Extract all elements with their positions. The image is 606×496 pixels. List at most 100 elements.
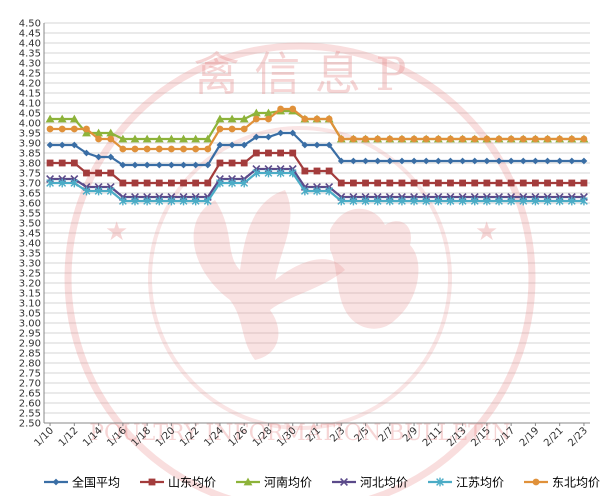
x-tick-label: 2/23: [566, 425, 590, 449]
data-point: [556, 179, 564, 187]
data-point: [277, 129, 284, 137]
data-point: [203, 196, 212, 206]
data-point: [350, 157, 357, 165]
y-tick-label: 2.50: [19, 419, 41, 430]
data-point: [180, 179, 187, 187]
data-point: [386, 135, 394, 143]
data-point: [361, 196, 370, 206]
data-point: [46, 178, 54, 188]
y-tick-label: 3.90: [19, 139, 41, 150]
data-point: [544, 135, 551, 143]
data-point: [119, 179, 127, 187]
data-point: [580, 179, 588, 187]
data-point: [434, 135, 442, 143]
y-tick-label: 3.60: [19, 199, 41, 210]
data-point: [362, 157, 369, 165]
data-point: [374, 179, 382, 187]
data-point: [148, 478, 156, 486]
y-tick-label: 4.45: [19, 29, 41, 40]
y-tick-label: 2.60: [19, 399, 41, 410]
data-point: [532, 179, 539, 187]
data-point: [70, 141, 78, 149]
data-point: [95, 153, 102, 161]
data-point: [289, 149, 297, 157]
data-point: [568, 157, 576, 165]
data-point: [131, 161, 139, 169]
data-point: [240, 178, 249, 188]
y-tick-label: 3.10: [19, 299, 41, 310]
data-point: [118, 196, 127, 206]
data-point: [556, 135, 564, 143]
data-point: [434, 179, 442, 187]
data-point: [289, 105, 297, 113]
data-point: [180, 145, 187, 153]
legend: 全国平均 山东均价 河南均价 河北均价 江苏均价 东北均价: [44, 475, 600, 490]
x-tick-label: 2/21: [542, 425, 566, 449]
data-point: [252, 168, 261, 178]
y-tick-label: 3.05: [19, 309, 41, 320]
data-point: [143, 145, 151, 153]
data-point: [495, 179, 503, 187]
data-point: [131, 196, 139, 206]
watermark-outer-ring: [64, 42, 536, 496]
data-point: [482, 196, 491, 206]
data-point: [168, 179, 175, 187]
data-point: [69, 114, 79, 123]
data-point: [483, 179, 491, 187]
data-point: [532, 478, 540, 486]
data-point: [301, 141, 309, 149]
data-point: [216, 178, 224, 188]
y-tick-label: 4.50: [19, 19, 41, 30]
data-point: [544, 179, 551, 187]
data-point: [228, 159, 236, 167]
data-point: [568, 179, 576, 187]
data-point: [398, 157, 406, 165]
data-point: [239, 114, 249, 123]
data-point: [58, 159, 66, 167]
data-point: [434, 196, 443, 206]
data-point: [276, 168, 285, 178]
data-point: [192, 161, 200, 169]
data-point: [107, 153, 115, 161]
legend-label: 河北均价: [360, 476, 408, 490]
data-point: [143, 161, 151, 169]
y-tick-label: 3.80: [19, 159, 41, 170]
data-point: [154, 134, 164, 143]
data-point: [436, 477, 444, 487]
data-point: [251, 108, 261, 117]
series-layer: [45, 105, 589, 206]
data-point: [386, 179, 394, 187]
data-point: [191, 134, 201, 143]
data-point: [580, 196, 588, 206]
data-point: [264, 108, 273, 117]
data-point: [240, 159, 248, 167]
data-point: [94, 186, 103, 196]
data-point: [265, 133, 272, 141]
data-point: [45, 114, 55, 123]
data-point: [301, 115, 309, 123]
y-tick-label: 4.25: [19, 69, 41, 80]
watermark: ★ ★ 禽 信 息 P POULTRY INFORMATION BULLETIN: [64, 42, 536, 496]
data-point: [519, 179, 527, 187]
data-point: [70, 178, 79, 188]
legend-item: 江苏均价: [428, 476, 504, 490]
data-point: [483, 135, 491, 143]
y-tick-label: 3.85: [19, 149, 41, 160]
data-point: [507, 196, 516, 206]
data-point: [373, 196, 382, 206]
y-tick-label: 4.35: [19, 49, 41, 60]
data-point: [447, 135, 454, 143]
data-point: [155, 179, 163, 187]
series-5: [46, 105, 588, 153]
watermark-bottom-text: POULTRY INFORMATION BULLETIN: [89, 421, 511, 446]
data-point: [507, 179, 515, 187]
legend-label: 东北均价: [552, 476, 600, 490]
data-point: [422, 157, 430, 165]
data-point: [507, 157, 515, 165]
data-point: [459, 135, 466, 143]
data-point: [252, 115, 260, 123]
y-tick-label: 2.85: [19, 349, 41, 360]
data-point: [556, 157, 564, 165]
